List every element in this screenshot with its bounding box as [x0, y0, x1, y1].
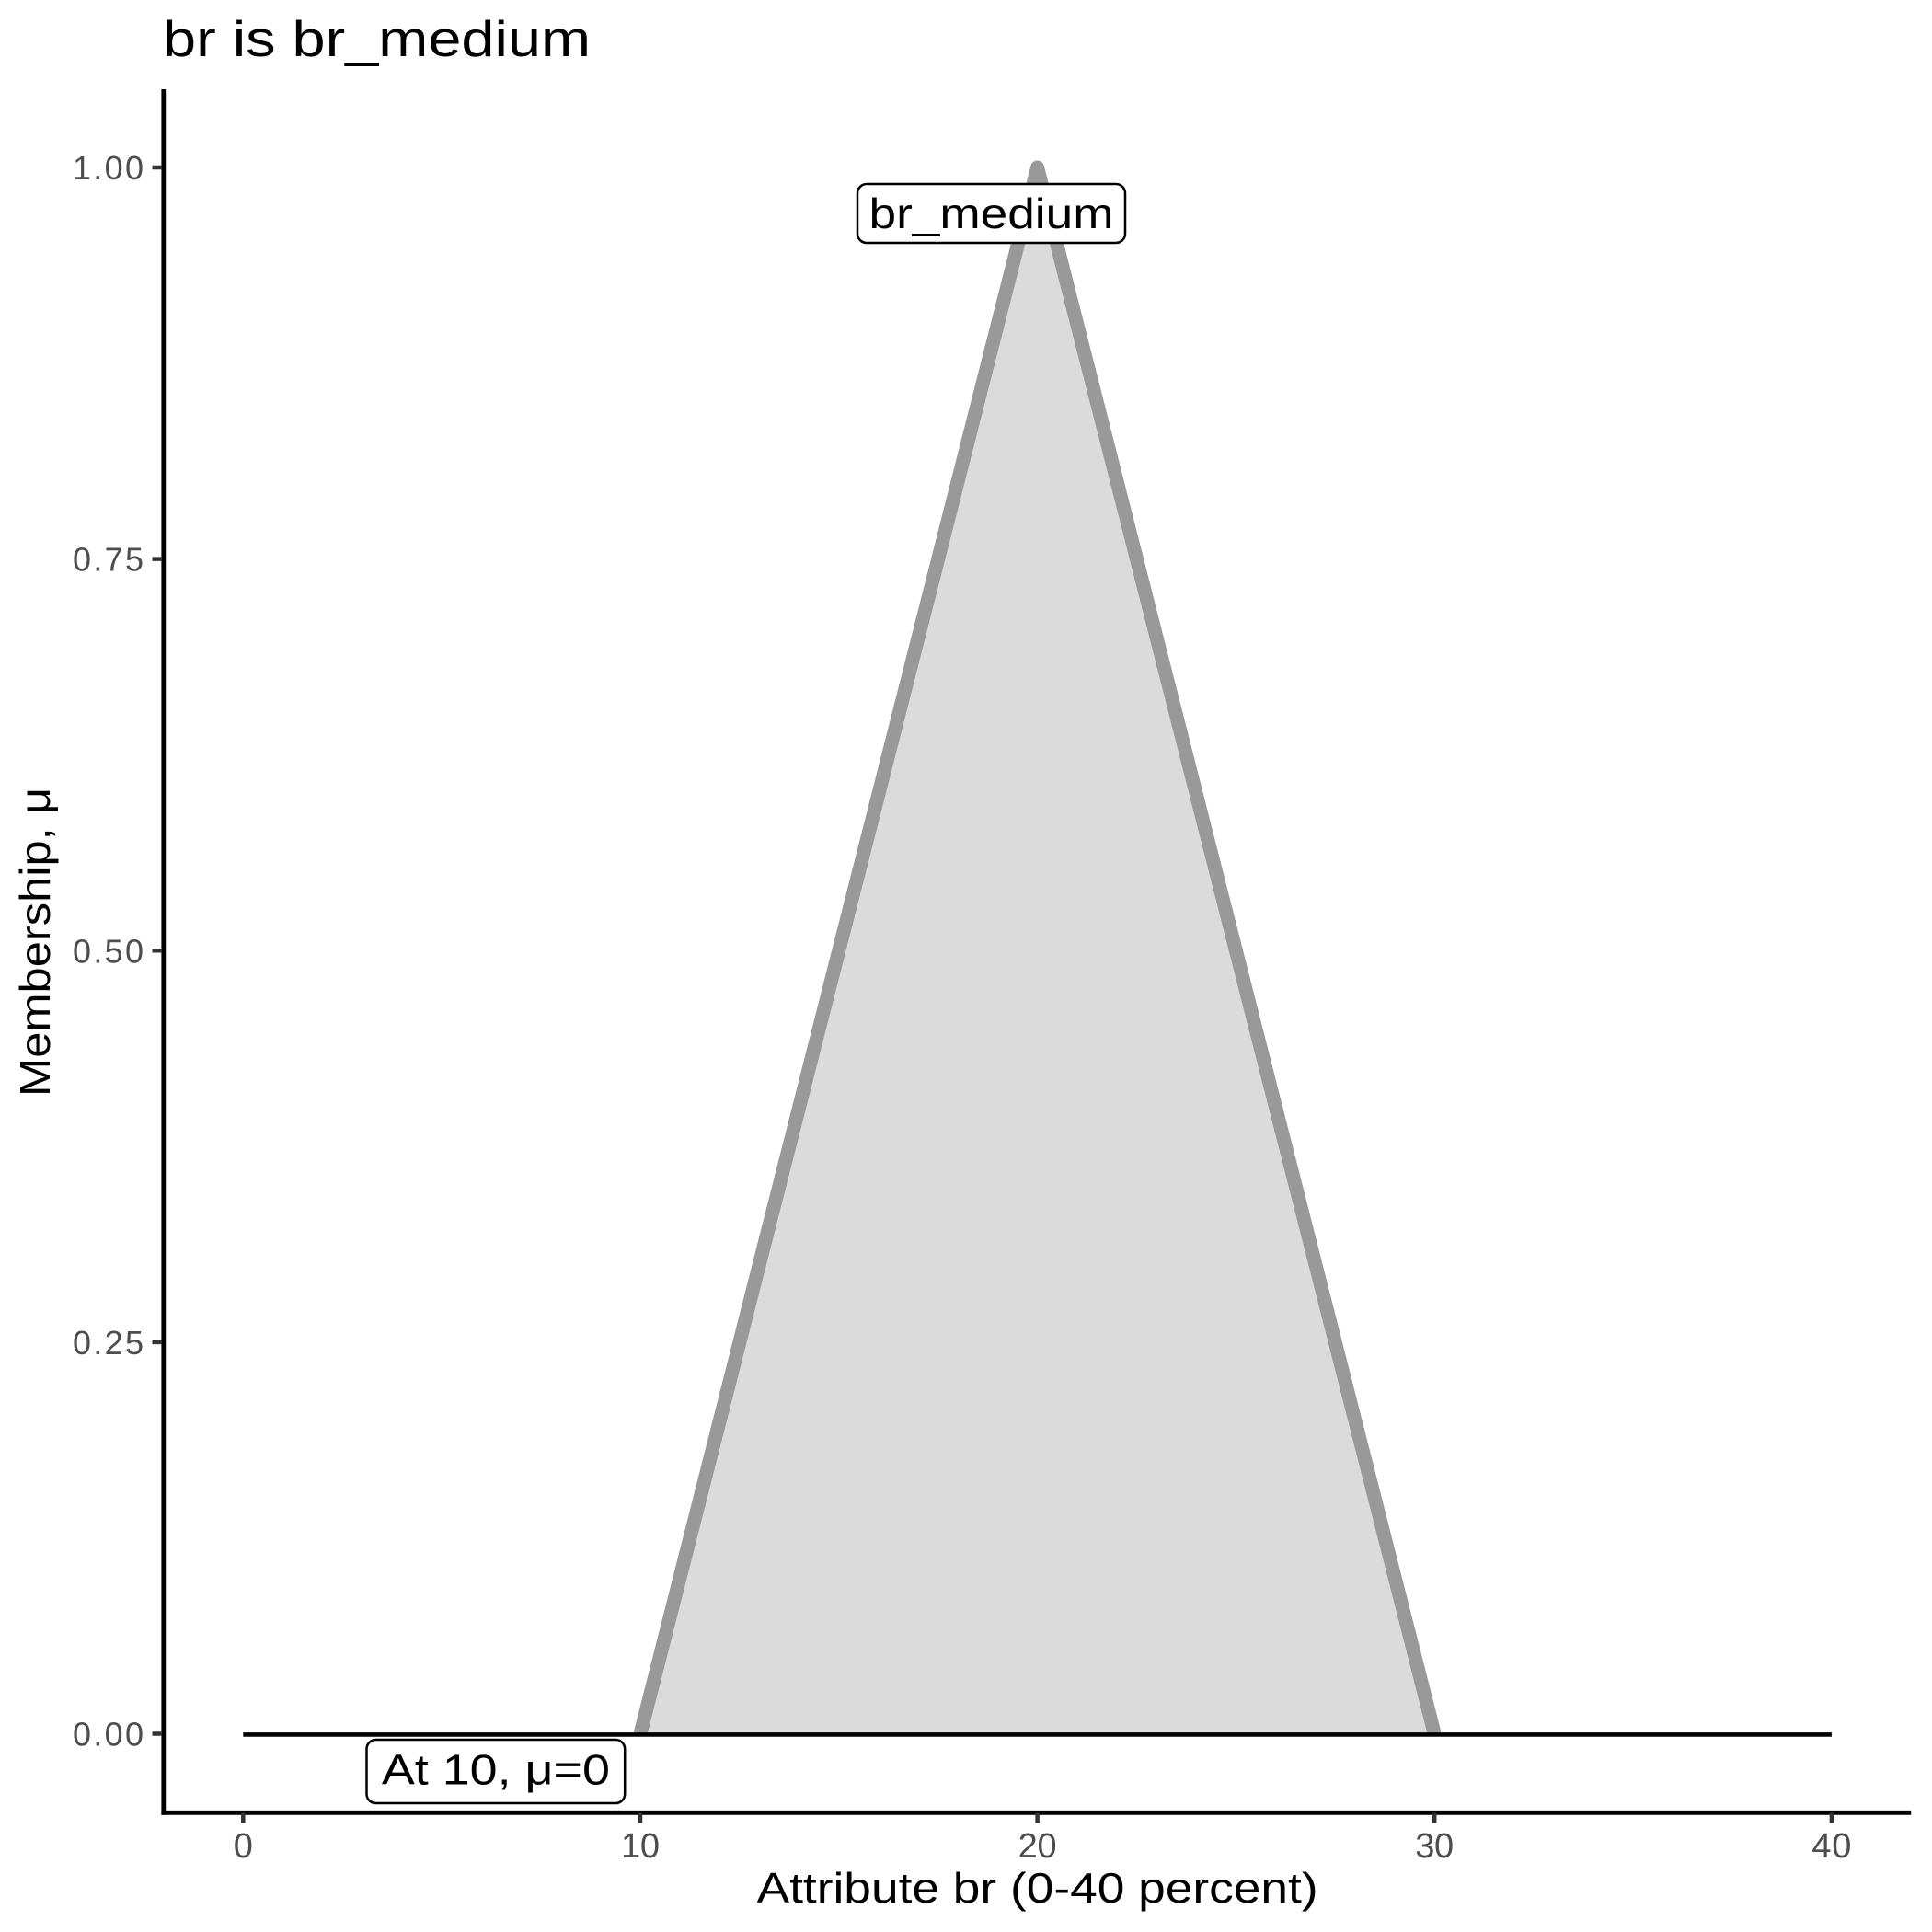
svg-text:0: 0 — [234, 1827, 253, 1866]
svg-text:30: 30 — [1415, 1827, 1454, 1866]
svg-text:Attribute br (0-40 percent): Attribute br (0-40 percent) — [757, 1864, 1318, 1912]
svg-text:0.75: 0.75 — [73, 541, 144, 579]
svg-text:br_medium: br_medium — [869, 190, 1114, 237]
svg-text:40: 40 — [1811, 1827, 1851, 1866]
svg-text:At 10, μ=0: At 10, μ=0 — [382, 1746, 610, 1794]
svg-text:0.50: 0.50 — [73, 932, 144, 970]
svg-text:Membership, μ: Membership, μ — [11, 788, 59, 1097]
svg-text:0.25: 0.25 — [73, 1324, 144, 1362]
svg-text:10: 10 — [621, 1827, 660, 1866]
svg-text:br is br_medium: br is br_medium — [163, 10, 591, 67]
svg-text:20: 20 — [1018, 1827, 1057, 1866]
svg-text:0.00: 0.00 — [73, 1716, 144, 1754]
svg-text:1.00: 1.00 — [73, 149, 144, 187]
